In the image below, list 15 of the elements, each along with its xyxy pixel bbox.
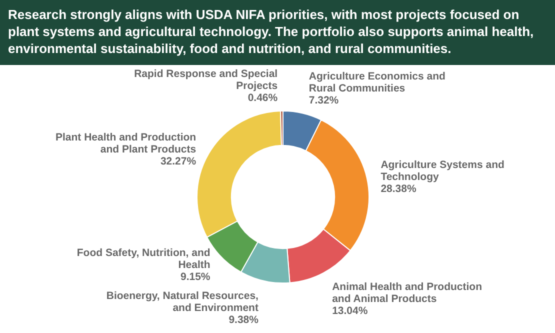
chart-title: Research strongly aligns with USDA NIFA priorities, with most projects focused on plant systems and agricultural technology. The portfolio also supports animal health, environmental sustainability, food and nutrition, and rural communities. xyxy=(0,0,555,65)
slice-label: Bioenergy, Natural Resources, and Environment xyxy=(106,290,259,314)
slice-label: Plant Health and Production and Plant Products xyxy=(55,132,196,156)
data-label: 9.38% xyxy=(228,314,260,326)
slice-label: Rapid Response and Special Projects xyxy=(134,68,278,92)
data-label: 13.04% xyxy=(332,304,368,317)
slice-label: Agriculture Economics and Rural Communities xyxy=(308,70,446,95)
slice-label: Agriculture Systems and Technology xyxy=(380,159,504,184)
data-label: 28.38% xyxy=(380,183,417,196)
data-label: 9.15% xyxy=(180,271,211,284)
data-label: 7.32% xyxy=(308,94,340,107)
data-label: 32.27% xyxy=(160,156,197,168)
slice-label: Animal Health and Production and Animal Products xyxy=(332,280,482,305)
slice-label: Food Safety, Nutrition, and Health xyxy=(76,247,210,272)
data-label: 0.46% xyxy=(248,92,278,104)
